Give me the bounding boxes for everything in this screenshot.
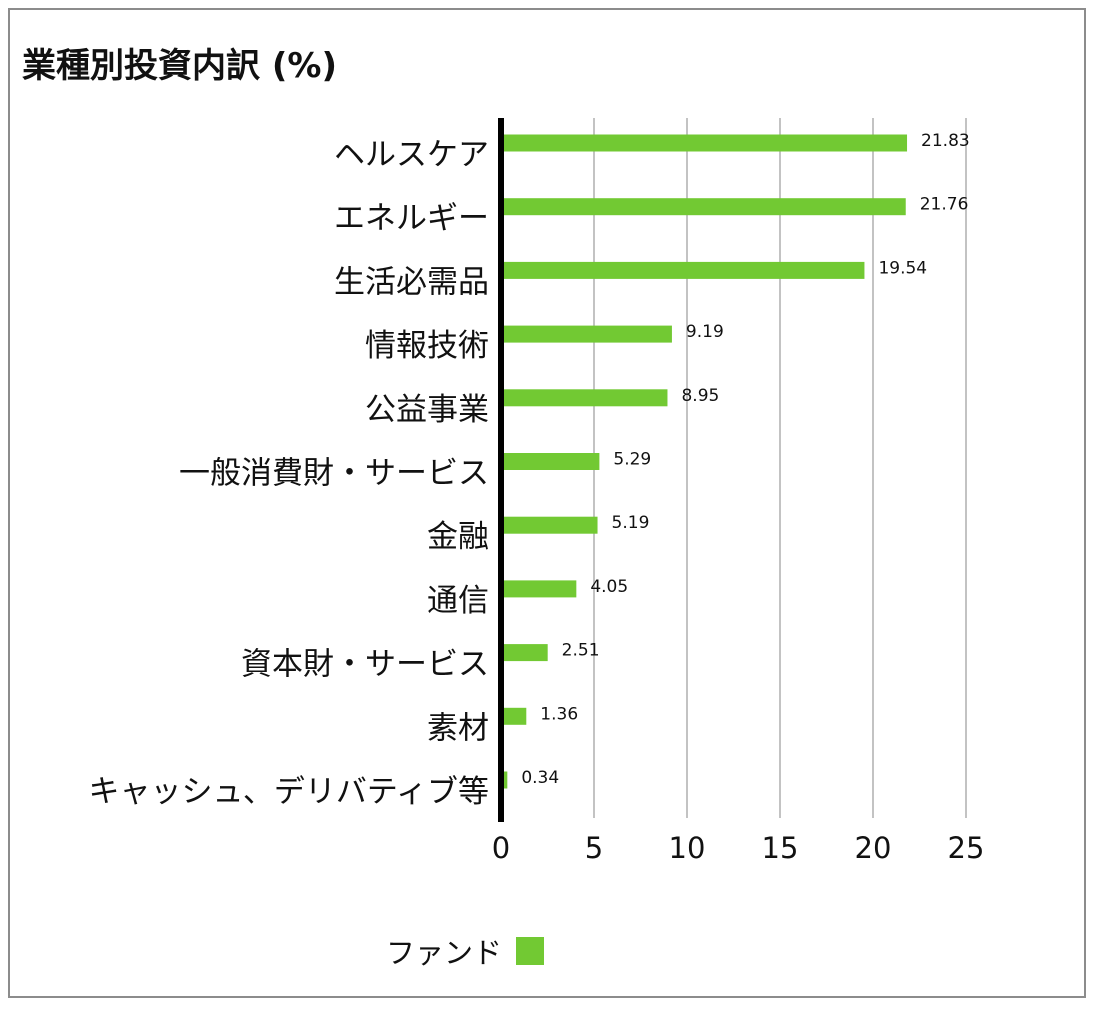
x-tick-labels: 0 5 10 15 20 25 [492,831,985,865]
chart-frame [8,8,1086,998]
value-label-8: 2.51 [562,641,600,661]
value-label-2: 19.54 [878,258,927,278]
value-label-1: 21.76 [920,195,969,215]
category-labels: ヘルスケアエネルギー生活必需品情報技術公益事業一般消費財・サービス金融通信資本財… [88,137,489,810]
bar-0 [503,134,908,152]
category-label-9: 素材 [427,710,489,746]
category-label-5: 一般消費財・サービス [179,456,489,492]
category-label-8: 資本財・サービス [241,647,489,683]
category-label-1: エネルギー [334,201,489,237]
chart-title: 業種別投資内訳 (%) [22,46,337,86]
bar-2 [503,261,865,279]
x-tick-label-10: 10 [669,831,706,865]
bar-4 [503,389,668,407]
x-tick-label-25: 25 [948,831,985,865]
category-label-6: 金融 [427,519,489,555]
x-tick-label-0: 0 [492,831,510,865]
bars [503,134,908,789]
value-label-4: 8.95 [681,386,719,406]
value-label-5: 5.29 [613,450,651,470]
bar-8 [503,644,548,662]
value-label-6: 5.19 [612,513,650,533]
value-label-10: 0.34 [521,768,559,788]
category-label-3: 情報技術 [365,328,489,364]
category-label-10: キャッシュ、デリバティブ等 [88,774,489,810]
value-label-7: 4.05 [590,577,628,597]
category-label-0: ヘルスケア [334,137,489,173]
bar-1 [503,198,906,216]
legend-label: ファンド [386,936,503,970]
legend: ファンド [386,930,545,972]
value-label-0: 21.83 [921,131,970,151]
bar-10 [503,771,508,789]
category-label-4: 公益事業 [365,392,489,428]
legend-swatch [516,937,545,965]
category-label-2: 生活必需品 [334,264,489,300]
bar-3 [503,325,672,343]
grid-lines [593,118,967,818]
value-label-3: 9.19 [686,322,724,342]
value-label-9: 1.36 [540,704,578,724]
x-tick-label-15: 15 [762,831,799,865]
bar-9 [503,707,527,725]
x-tick-label-20: 20 [855,831,892,865]
bar-7 [503,580,577,598]
category-label-7: 通信 [427,583,489,619]
value-labels: 21.83 21.76 19.54 9.19 8.95 5.29 5.19 4.05 2.51 1… [521,131,969,788]
x-tick-label-5: 5 [585,831,603,865]
bar-6 [503,516,598,534]
bar-5 [503,453,600,470]
